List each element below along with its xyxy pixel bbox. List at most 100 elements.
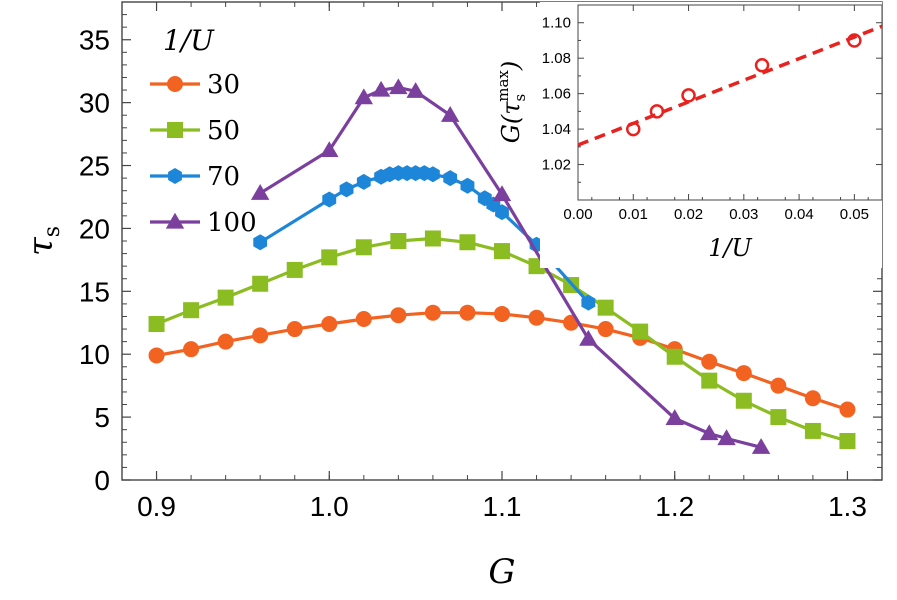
y-axis-title-sub: s — [40, 226, 65, 237]
inset-y-tick-label: 1.04 — [542, 121, 571, 138]
inset-y-tick-label: 1.08 — [542, 50, 571, 67]
data-point-100 — [320, 141, 339, 158]
data-point-100 — [751, 438, 771, 454]
data-point-50 — [666, 348, 683, 365]
y-tick-label: 25 — [79, 151, 110, 182]
data-point-30 — [528, 309, 545, 326]
data-point-50 — [355, 239, 372, 256]
data-point-30 — [494, 305, 510, 322]
data-point-30 — [459, 304, 476, 321]
data-point-30 — [770, 377, 787, 394]
inset-y-axis-title: G(τsmax) — [494, 61, 529, 144]
data-point-70 — [443, 170, 458, 187]
data-point-50 — [252, 275, 269, 292]
data-point-50 — [632, 323, 649, 340]
inset-x-tick-label: 0.00 — [563, 206, 592, 223]
x-tick-label: 1.2 — [655, 491, 694, 522]
data-point-30 — [355, 310, 372, 327]
inset-data-point — [847, 33, 862, 48]
x-tick-label: 1.1 — [483, 491, 522, 522]
data-point-50 — [735, 392, 752, 409]
legend-label: 30 — [207, 70, 240, 100]
data-point-50 — [148, 316, 165, 333]
legend-marker — [165, 212, 185, 229]
data-point-30 — [804, 390, 821, 407]
data-point-100 — [406, 82, 425, 98]
main-axis-ticks: 0.9 1.0 1.1 1.2 1.3 0 5 10 15 20 25 30 35 — [79, 2, 883, 522]
data-point-70 — [253, 234, 268, 251]
inset-y-tick-label: 1.02 — [542, 157, 571, 174]
data-point-100 — [579, 329, 598, 346]
series-100 — [250, 78, 771, 454]
data-point-30 — [839, 401, 856, 418]
data-point-70 — [581, 294, 596, 311]
y-tick-label: 15 — [79, 276, 110, 307]
inset-x-tick-label: 0.03 — [729, 206, 758, 223]
data-point-70 — [322, 191, 337, 208]
inset-y-title-sup: max — [494, 70, 512, 102]
legend-title: 1/U — [163, 24, 215, 57]
data-point-50 — [459, 234, 476, 251]
data-point-30 — [701, 353, 718, 370]
data-point-50 — [494, 243, 510, 260]
inset-y-title-sub: s — [511, 94, 529, 102]
inset-data-point — [754, 58, 770, 73]
inset-data-point — [681, 88, 696, 103]
legend-marker — [168, 168, 182, 184]
inset-x-tick-label: 0.05 — [840, 206, 869, 223]
inset-x-tick-label: 0.04 — [784, 206, 813, 223]
legend-item-50: 50 — [150, 116, 240, 146]
data-point-100 — [492, 185, 512, 202]
data-point-30 — [424, 304, 441, 321]
data-point-30 — [148, 347, 165, 364]
legend-label: 50 — [207, 116, 240, 146]
series-70 — [253, 165, 596, 311]
data-point-50 — [183, 302, 200, 319]
inset-y-tick-label: 1.06 — [542, 86, 571, 103]
legend-item-30: 30 — [150, 70, 240, 100]
data-point-50 — [321, 249, 338, 266]
data-point-50 — [424, 230, 441, 247]
inset-plot: 0.00 0.01 0.02 0.03 0.04 0.05 1.02 1.04 1.06 1.08… — [494, 2, 883, 268]
data-point-70 — [339, 181, 354, 198]
data-point-100 — [371, 80, 391, 97]
data-point-70 — [460, 177, 475, 194]
inset-y-title-main: G(τ — [497, 101, 525, 144]
data-point-50 — [217, 289, 234, 306]
inset-data-point — [626, 121, 641, 137]
data-point-100 — [440, 106, 460, 122]
data-point-30 — [735, 365, 752, 382]
data-point-50 — [390, 233, 407, 249]
main-series-group — [148, 78, 856, 454]
legend-label: 100 — [207, 208, 257, 238]
inset-x-axis-title: 1/U — [708, 234, 752, 262]
inset-y-title-end: ) — [497, 61, 525, 71]
legend: 1/U 30 50 70 100 — [150, 24, 257, 238]
data-point-100 — [665, 409, 684, 425]
data-point-50 — [839, 433, 856, 450]
y-tick-label: 5 — [94, 402, 110, 433]
data-point-100 — [389, 78, 408, 95]
data-point-30 — [252, 327, 269, 344]
data-point-100 — [717, 429, 736, 446]
x-tick-label: 1.3 — [828, 491, 867, 522]
data-point-50 — [701, 372, 718, 389]
legend-item-100: 100 — [150, 208, 257, 238]
y-tick-label: 35 — [79, 25, 110, 56]
data-point-70 — [495, 204, 509, 221]
data-point-50 — [770, 409, 787, 426]
x-axis-title: G — [488, 552, 515, 592]
data-point-30 — [217, 333, 234, 350]
data-point-30 — [321, 316, 338, 333]
y-tick-label: 20 — [79, 213, 110, 244]
x-tick-label: 1.0 — [310, 491, 349, 522]
data-point-30 — [183, 341, 200, 358]
inset-x-tick-label: 0.02 — [674, 206, 703, 223]
legend-label: 70 — [207, 162, 240, 192]
data-point-100 — [354, 88, 374, 105]
legend-item-70: 70 — [150, 162, 240, 192]
series-30 — [148, 304, 856, 418]
x-tick-label: 0.9 — [137, 491, 176, 522]
data-point-30 — [286, 321, 303, 338]
y-axis-title-main: τ — [21, 236, 61, 256]
